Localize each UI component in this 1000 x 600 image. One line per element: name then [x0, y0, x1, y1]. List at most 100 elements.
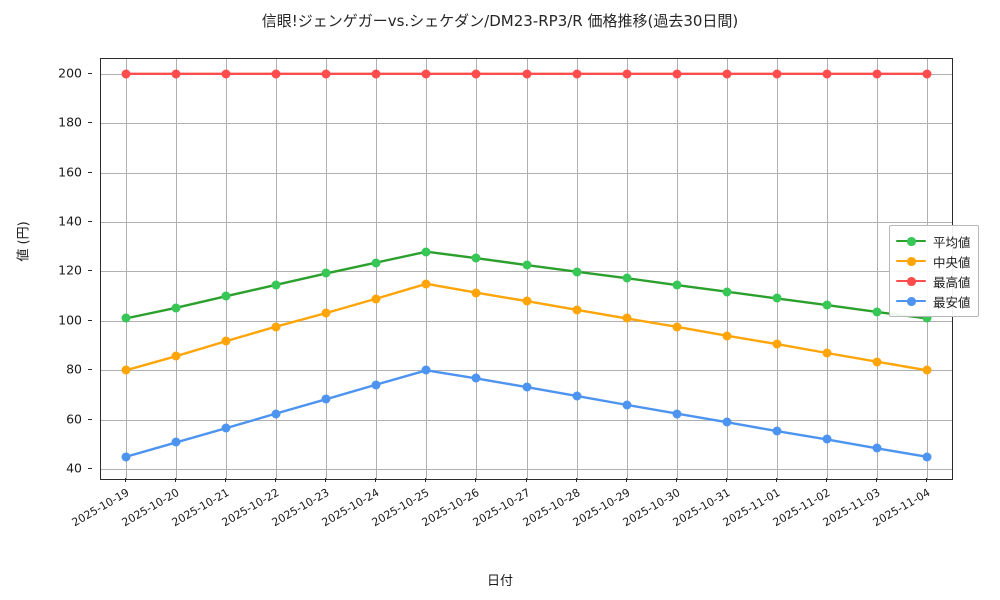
data-point[interactable]	[121, 365, 131, 375]
data-point[interactable]	[371, 294, 381, 304]
data-point[interactable]	[171, 303, 181, 313]
legend-item-2[interactable]: 最高値	[896, 271, 971, 291]
data-point[interactable]	[171, 69, 181, 79]
data-point[interactable]	[722, 331, 732, 341]
data-point[interactable]	[271, 322, 281, 332]
data-point[interactable]	[421, 69, 431, 79]
data-point[interactable]	[722, 69, 732, 79]
data-point[interactable]	[822, 434, 832, 444]
data-point[interactable]	[121, 452, 131, 462]
data-point[interactable]	[421, 279, 431, 289]
chart-legend[interactable]: 平均値 中央値 最高値最安値	[889, 225, 979, 317]
data-point[interactable]	[672, 280, 682, 290]
y-tick-mark	[88, 418, 92, 420]
legend-swatch-icon	[896, 234, 926, 248]
series-markers	[101, 59, 952, 479]
data-point[interactable]	[471, 373, 481, 383]
data-point[interactable]	[722, 287, 732, 297]
legend-item-0[interactable]: 平均値	[896, 231, 971, 251]
data-point[interactable]	[622, 400, 632, 410]
data-point[interactable]	[922, 452, 932, 462]
data-point[interactable]	[922, 365, 932, 375]
data-point[interactable]	[572, 391, 582, 401]
data-point[interactable]	[622, 69, 632, 79]
y-tick-mark	[88, 221, 92, 223]
y-tick-mark	[88, 270, 92, 272]
x-tick-mark	[325, 478, 327, 482]
data-point[interactable]	[872, 69, 882, 79]
data-point[interactable]	[822, 300, 832, 310]
data-point[interactable]	[672, 69, 682, 79]
data-point[interactable]	[171, 351, 181, 361]
data-point[interactable]	[421, 365, 431, 375]
data-point[interactable]	[221, 291, 231, 301]
data-point[interactable]	[271, 69, 281, 79]
x-tick-mark	[825, 478, 827, 482]
data-point[interactable]	[772, 293, 782, 303]
x-tick-mark	[925, 478, 927, 482]
data-point[interactable]	[371, 380, 381, 390]
data-point[interactable]	[522, 69, 531, 79]
data-point[interactable]	[722, 417, 732, 427]
data-point[interactable]	[221, 336, 231, 346]
data-point[interactable]	[772, 339, 782, 349]
gridline-vertical	[176, 59, 178, 479]
data-point[interactable]	[872, 357, 882, 367]
data-point[interactable]	[471, 288, 481, 298]
data-point[interactable]	[672, 409, 682, 419]
data-point[interactable]	[321, 394, 331, 404]
x-tick-mark	[575, 478, 577, 482]
data-point[interactable]	[121, 69, 131, 79]
data-point[interactable]	[321, 268, 331, 278]
data-point[interactable]	[922, 69, 932, 79]
data-point[interactable]	[221, 69, 231, 79]
data-point[interactable]	[572, 267, 582, 277]
data-point[interactable]	[522, 382, 531, 392]
legend-item-3[interactable]: 最安値	[896, 291, 971, 311]
y-tick-mark	[88, 319, 92, 321]
data-point[interactable]	[121, 313, 131, 323]
data-point[interactable]	[622, 273, 632, 283]
legend-swatch-icon	[896, 274, 926, 288]
chart-title: 信眼!ジェンゲガーvs.シェケダン/DM23-RP3/R 価格推移(過去30日間…	[261, 12, 739, 30]
x-tick-mark	[275, 478, 277, 482]
data-point[interactable]	[221, 423, 231, 433]
gridline-vertical	[426, 59, 428, 479]
data-point[interactable]	[822, 69, 832, 79]
data-point[interactable]	[421, 247, 431, 257]
y-axis-ticks: 40 60 80 100 120 140 160 180 200	[0, 58, 92, 478]
data-point[interactable]	[471, 69, 481, 79]
x-tick-mark	[125, 478, 127, 482]
data-point[interactable]	[321, 69, 331, 79]
data-point[interactable]	[772, 69, 782, 79]
x-tick-mark	[725, 478, 727, 482]
data-point[interactable]	[572, 305, 582, 315]
data-point[interactable]	[872, 307, 882, 317]
data-point[interactable]	[672, 322, 682, 332]
y-axis-title: 値 (円)	[16, 221, 32, 262]
data-point[interactable]	[471, 253, 481, 263]
data-point[interactable]	[321, 308, 331, 318]
data-point[interactable]	[522, 296, 531, 306]
data-point[interactable]	[522, 260, 531, 270]
data-point[interactable]	[572, 69, 582, 79]
data-point[interactable]	[171, 437, 181, 447]
gridline-vertical	[226, 59, 228, 479]
x-tick-mark	[175, 478, 177, 482]
gridline-vertical	[826, 59, 828, 479]
data-point[interactable]	[622, 313, 632, 323]
data-point[interactable]	[772, 426, 782, 436]
gridline-vertical	[876, 59, 878, 479]
y-tick-label: 60	[66, 411, 82, 427]
data-point[interactable]	[271, 280, 281, 290]
data-point[interactable]	[371, 69, 381, 79]
data-point[interactable]	[922, 313, 932, 323]
data-point[interactable]	[822, 348, 832, 358]
data-point[interactable]	[371, 258, 381, 268]
y-tick-label: 180	[58, 114, 82, 130]
data-point[interactable]	[872, 443, 882, 453]
legend-label: 最安値	[933, 294, 971, 310]
data-point[interactable]	[271, 409, 281, 419]
legend-item-1[interactable]: 中央値	[896, 251, 971, 271]
